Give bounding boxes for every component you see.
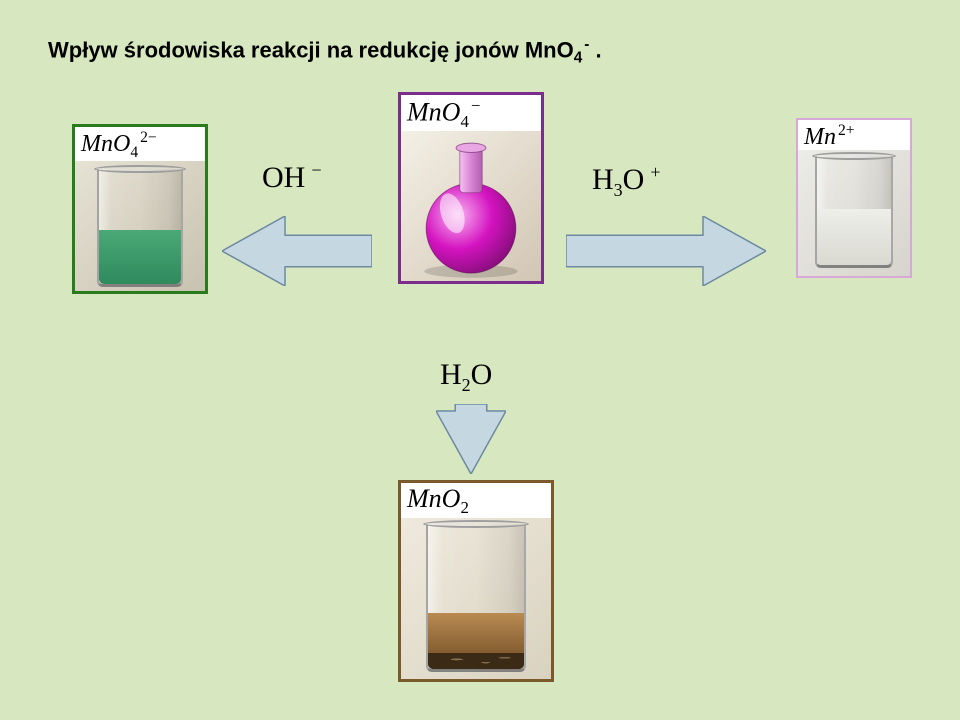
panel-center: MnO4− bbox=[398, 92, 544, 284]
vessel-area-right bbox=[798, 150, 910, 276]
flask-icon bbox=[401, 131, 541, 281]
title-sub: 4 bbox=[574, 50, 583, 67]
panel-bottom: MnO2 bbox=[398, 480, 554, 682]
vessel-area-bottom bbox=[401, 518, 551, 679]
beaker-icon bbox=[426, 524, 526, 672]
vessel-area-left bbox=[75, 161, 205, 291]
title-text: Wpływ środowiska reakcji na redukcję jon… bbox=[48, 37, 574, 62]
vessel-area-center bbox=[401, 131, 541, 281]
arrow-down bbox=[436, 404, 506, 474]
page-title: Wpływ środowiska reakcji na redukcję jon… bbox=[48, 36, 602, 68]
panel-right: Mn2+ bbox=[796, 118, 912, 278]
formula-right: Mn2+ bbox=[798, 120, 910, 150]
beaker-icon bbox=[815, 156, 893, 268]
formula-left: MnO42− bbox=[75, 127, 205, 161]
title-post: . bbox=[589, 37, 601, 62]
reagent-label-down: H2O bbox=[440, 358, 492, 396]
panel-left: MnO42− bbox=[72, 124, 208, 294]
formula-bottom: MnO2 bbox=[401, 483, 551, 518]
formula-center: MnO4− bbox=[401, 95, 541, 131]
reagent-label-right: H3O+ bbox=[592, 162, 661, 201]
reagent-label-left: OH− bbox=[262, 160, 322, 195]
beaker-icon bbox=[97, 169, 183, 287]
arrow-left bbox=[222, 216, 372, 286]
arrow-right bbox=[566, 216, 766, 286]
